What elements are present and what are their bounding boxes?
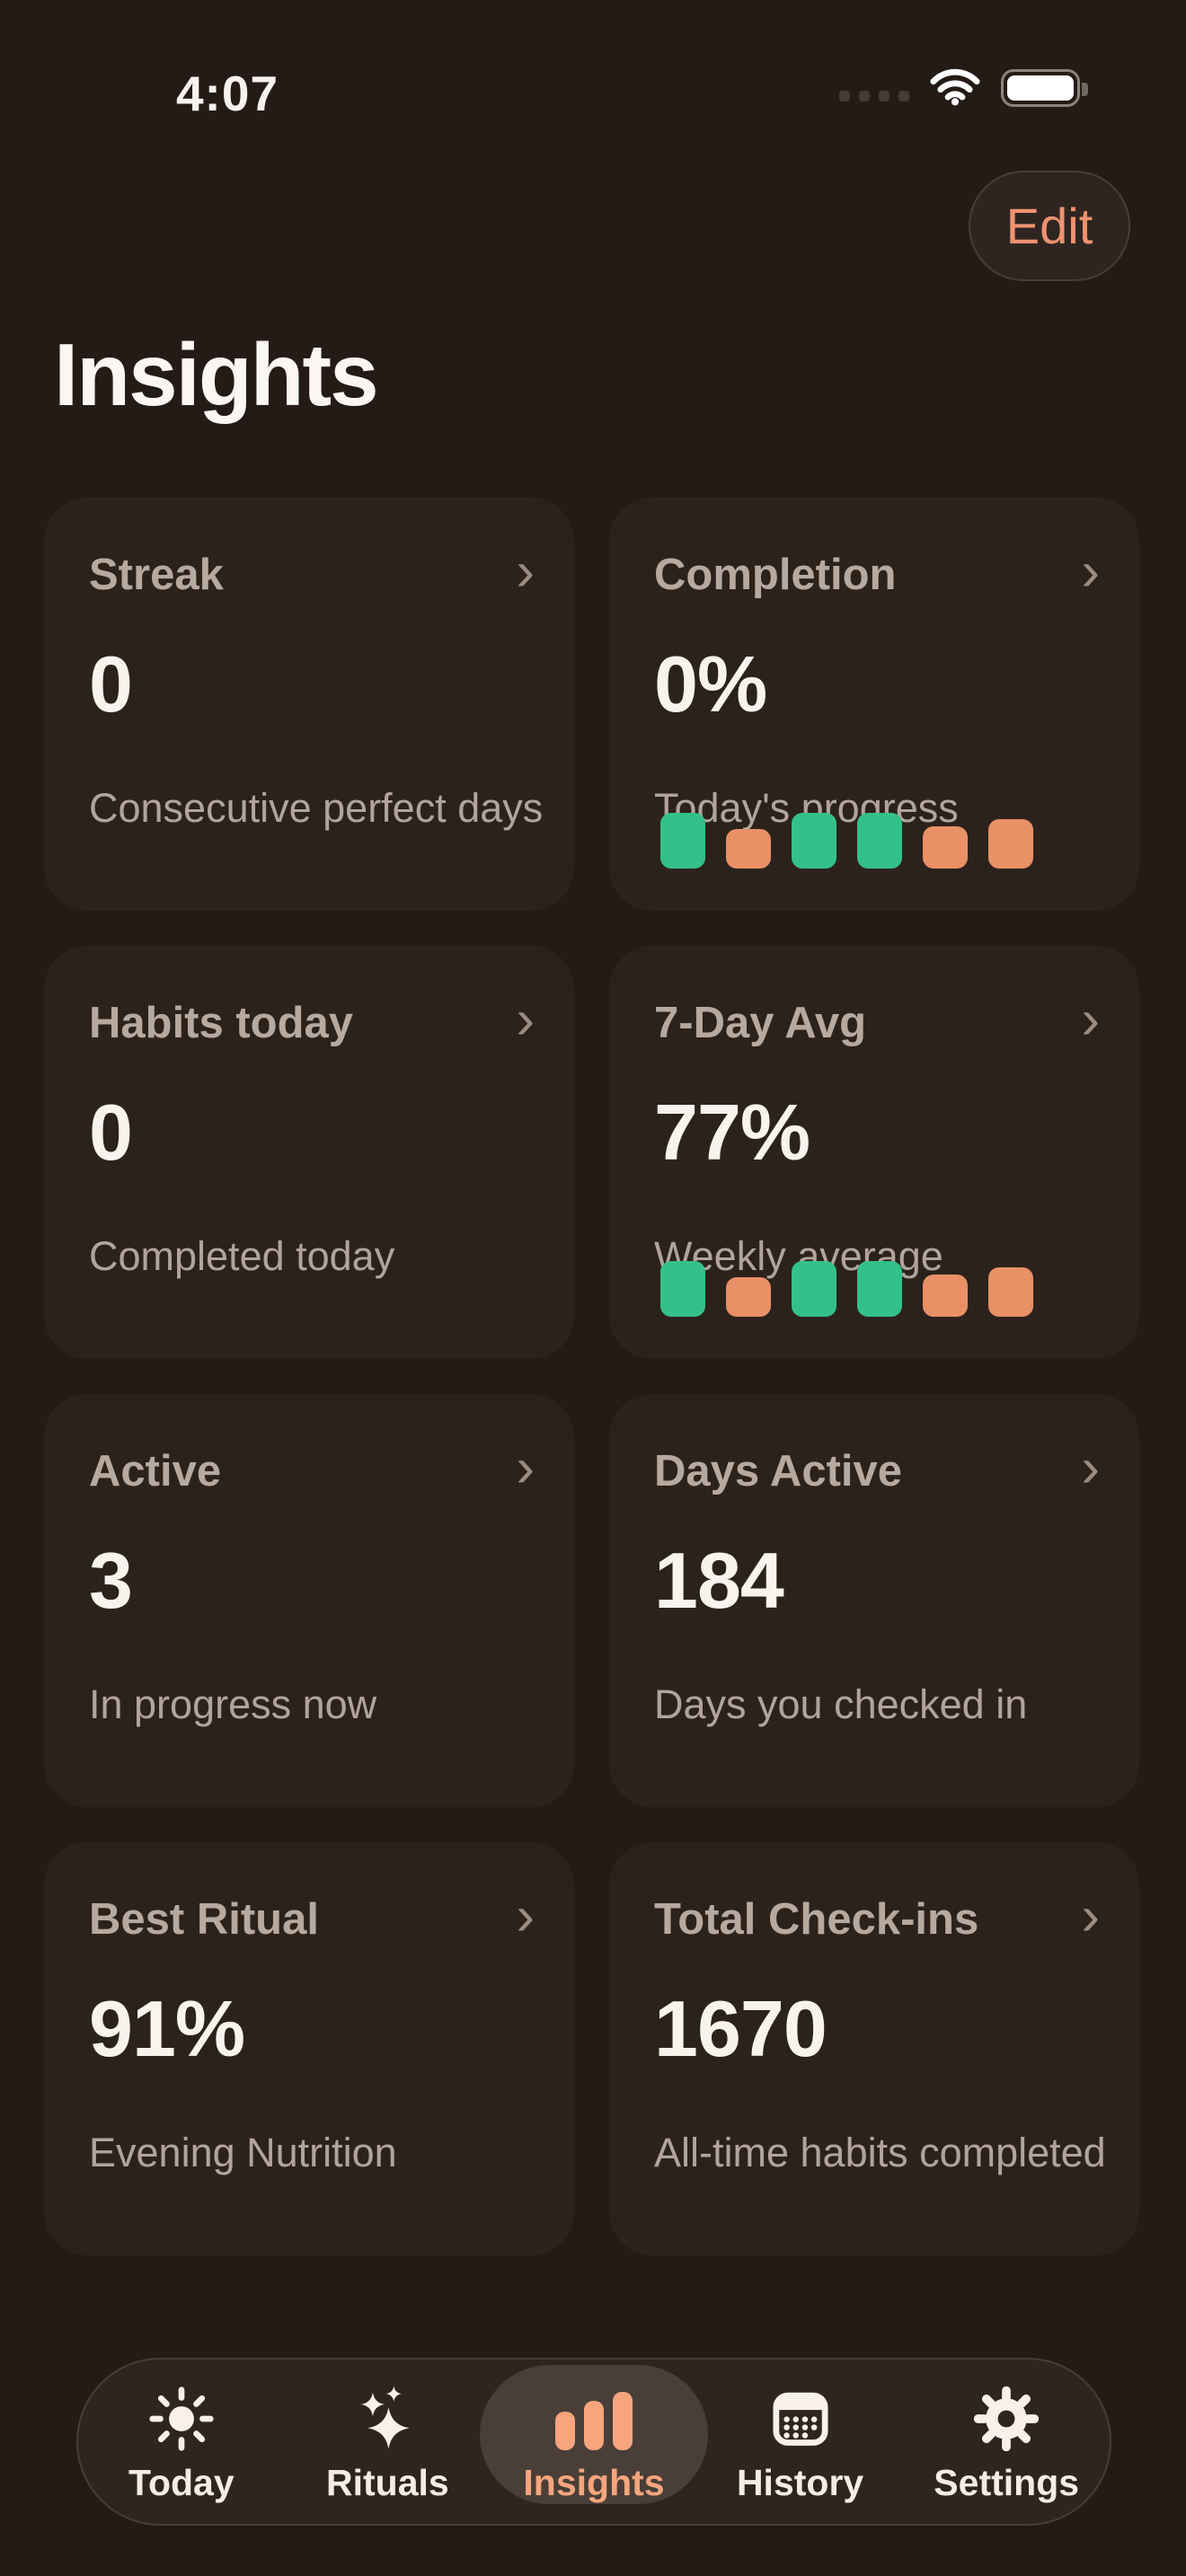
card-title: Completion (654, 551, 897, 599)
status-bar-time: 4:07 (175, 66, 279, 121)
card-value: 0% (654, 640, 767, 728)
mini-bar (988, 819, 1033, 869)
chevron-right-icon[interactable]: › (1081, 1437, 1100, 1499)
tab-label: Today (128, 2462, 235, 2503)
status-bar-icons (839, 63, 1088, 110)
card-total-checkins[interactable]: Total Check-ins › 1670 All-time habits c… (609, 1842, 1139, 2255)
card-subtitle: Days you checked in (654, 1681, 1028, 1727)
card-value: 1670 (654, 1984, 828, 2073)
tab-label: History (736, 2462, 864, 2503)
chevron-right-icon[interactable]: › (1081, 989, 1100, 1051)
mini-bar (923, 826, 968, 869)
tab-rituals[interactable]: Rituals (285, 2360, 491, 2524)
tab-settings[interactable]: Settings (903, 2360, 1110, 2524)
mini-bar (792, 1261, 836, 1317)
tab-today[interactable]: Today (78, 2360, 285, 2524)
sun-icon (147, 2381, 216, 2457)
card-best-ritual[interactable]: Best Ritual › 91% Evening Nutrition (44, 1842, 574, 2255)
tab-insights[interactable]: Insights (479, 2360, 708, 2524)
card-seven-day-avg[interactable]: 7-Day Avg › 77% Weekly average (609, 946, 1139, 1359)
card-subtitle: In progress now (89, 1681, 377, 1727)
insights-card-grid: Streak › 0 Consecutive perfect days Comp… (44, 498, 1139, 2255)
card-subtitle: All-time habits completed (654, 2130, 1106, 2175)
tab-bar: Today Rituals Insights (76, 2358, 1111, 2526)
mini-bar (726, 1277, 771, 1317)
card-subtitle: Consecutive perfect days (89, 785, 544, 831)
card-title: Total Check-ins (654, 1895, 979, 1944)
battery-icon (1001, 69, 1088, 107)
card-value: 184 (654, 1536, 784, 1625)
card-value: 0 (89, 1088, 133, 1177)
card-active[interactable]: Active › 3 In progress now (44, 1394, 574, 1807)
card-value: 3 (89, 1536, 133, 1625)
bar-chart-icon (554, 2381, 633, 2457)
mini-bar (792, 813, 836, 869)
tab-label: Rituals (326, 2462, 449, 2503)
chevron-right-icon[interactable]: › (1081, 541, 1100, 603)
card-title: Active (89, 1447, 222, 1495)
mini-bar (660, 813, 705, 869)
card-title: Best Ritual (89, 1895, 319, 1944)
sparkles-icon (350, 2381, 424, 2457)
mini-bar-chart (660, 1261, 1033, 1317)
card-habits-today[interactable]: Habits today › 0 Completed today (44, 946, 574, 1359)
mini-bar (726, 829, 771, 869)
chevron-right-icon[interactable]: › (516, 1437, 535, 1499)
card-completion[interactable]: Completion › 0% Today's progress (609, 498, 1139, 911)
tab-history[interactable]: History (697, 2360, 904, 2524)
card-days-active[interactable]: Days Active › 184 Days you checked in (609, 1394, 1139, 1807)
chevron-right-icon[interactable]: › (516, 1885, 535, 1947)
card-subtitle: Completed today (89, 1233, 395, 1279)
edit-button[interactable]: Edit (969, 171, 1130, 281)
mini-bar (988, 1267, 1033, 1317)
tab-label: Insights (523, 2462, 665, 2503)
card-title: Streak (89, 551, 224, 599)
card-title: 7-Day Avg (654, 999, 867, 1047)
chevron-right-icon[interactable]: › (516, 541, 535, 603)
wifi-icon (929, 66, 981, 110)
card-streak[interactable]: Streak › 0 Consecutive perfect days (44, 498, 574, 911)
chevron-right-icon[interactable]: › (1081, 1885, 1100, 1947)
mini-bar (857, 813, 902, 869)
card-title: Days Active (654, 1447, 903, 1495)
card-value: 0 (89, 640, 133, 728)
gear-icon (971, 2381, 1041, 2457)
mini-bar-chart (660, 813, 1033, 869)
card-subtitle: Evening Nutrition (89, 2130, 397, 2175)
mini-bar (923, 1275, 968, 1317)
card-title: Habits today (89, 999, 354, 1047)
tab-label: Settings (934, 2462, 1080, 2503)
edit-button-label: Edit (1005, 198, 1093, 254)
chevron-right-icon[interactable]: › (516, 989, 535, 1051)
calendar-icon (767, 2381, 834, 2457)
mini-bar (660, 1261, 705, 1317)
card-value: 91% (89, 1984, 245, 2073)
page-title: Insights (54, 325, 379, 424)
card-value: 77% (654, 1088, 810, 1177)
mini-bar (857, 1261, 902, 1317)
cellular-signal-icon (839, 91, 909, 101)
